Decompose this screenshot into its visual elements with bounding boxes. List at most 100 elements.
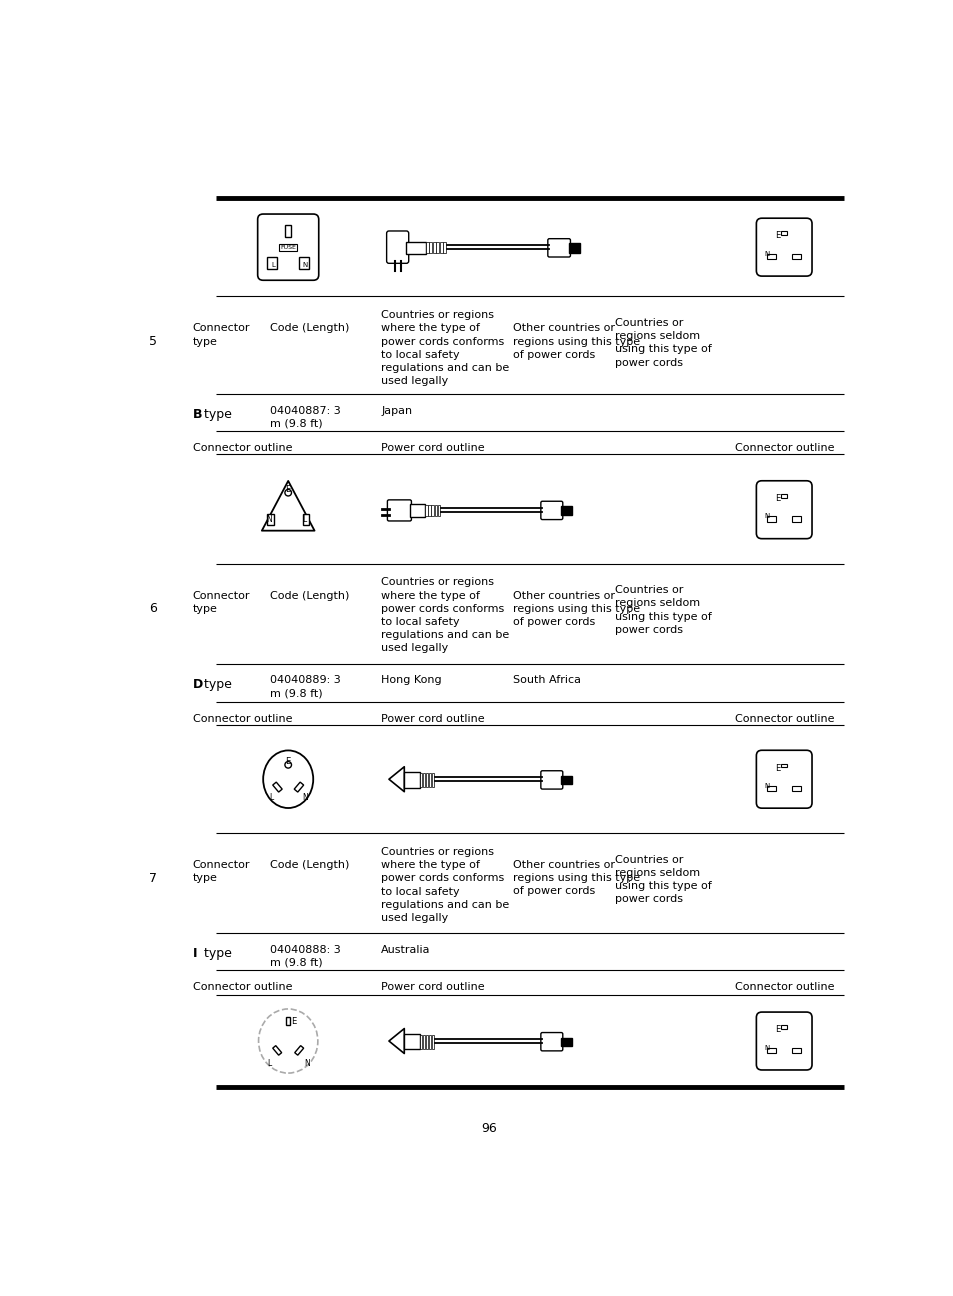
Text: N: N xyxy=(266,515,272,524)
Bar xyxy=(560,776,571,784)
Text: Connector
type: Connector type xyxy=(193,591,250,614)
Text: N: N xyxy=(763,513,769,520)
Bar xyxy=(273,1046,281,1055)
Bar xyxy=(286,1017,290,1025)
Text: Code (Length): Code (Length) xyxy=(270,591,350,600)
Bar xyxy=(766,785,776,791)
Bar xyxy=(432,772,434,787)
Bar xyxy=(437,505,439,516)
Bar xyxy=(404,1034,419,1050)
FancyBboxPatch shape xyxy=(540,771,562,789)
Bar xyxy=(429,772,431,787)
Text: E: E xyxy=(285,485,291,494)
Text: L: L xyxy=(269,793,273,802)
FancyBboxPatch shape xyxy=(756,750,811,809)
Bar xyxy=(431,505,434,516)
Text: 04040889: 3
m (9.8 ft): 04040889: 3 m (9.8 ft) xyxy=(270,675,341,699)
Bar xyxy=(279,244,297,251)
Text: FUSE: FUSE xyxy=(280,245,295,250)
Text: Connector
type: Connector type xyxy=(193,861,250,884)
Text: N: N xyxy=(763,783,769,789)
Text: Code (Length): Code (Length) xyxy=(270,861,350,870)
Bar xyxy=(422,1034,425,1048)
Ellipse shape xyxy=(263,750,313,807)
FancyBboxPatch shape xyxy=(386,231,408,263)
Text: Hong Kong: Hong Kong xyxy=(381,675,441,686)
Text: L: L xyxy=(271,262,274,268)
Text: B: B xyxy=(193,408,202,421)
FancyBboxPatch shape xyxy=(257,214,318,280)
Bar xyxy=(560,507,571,515)
Text: I: I xyxy=(193,947,197,960)
FancyBboxPatch shape xyxy=(540,1033,562,1051)
Bar xyxy=(267,257,276,270)
Text: Connector outline: Connector outline xyxy=(193,443,292,452)
Bar xyxy=(429,1034,431,1048)
Bar xyxy=(425,1034,428,1048)
Text: Other countries or
regions using this type
of power cords: Other countries or regions using this ty… xyxy=(513,591,639,627)
Bar xyxy=(422,772,425,787)
Text: Connector outline: Connector outline xyxy=(193,982,292,991)
Text: 5: 5 xyxy=(149,334,156,347)
Text: Countries or
regions seldom
using this type of
power cords: Countries or regions seldom using this t… xyxy=(615,854,711,905)
Bar xyxy=(432,1034,434,1048)
Bar xyxy=(766,254,776,259)
Bar xyxy=(425,772,428,787)
Text: E: E xyxy=(774,1025,780,1034)
Bar xyxy=(419,772,421,787)
Bar xyxy=(433,242,436,254)
Text: South Africa: South Africa xyxy=(513,675,580,686)
Text: L: L xyxy=(268,1059,272,1068)
FancyBboxPatch shape xyxy=(756,218,811,276)
Text: Power cord outline: Power cord outline xyxy=(381,714,484,723)
Text: 96: 96 xyxy=(480,1122,497,1135)
Bar xyxy=(425,242,428,254)
Text: E: E xyxy=(774,232,780,241)
Ellipse shape xyxy=(258,1010,317,1073)
FancyBboxPatch shape xyxy=(387,500,411,521)
Bar xyxy=(791,254,801,259)
Text: Connector outline: Connector outline xyxy=(735,714,834,723)
Bar xyxy=(791,1047,801,1052)
Text: Countries or
regions seldom
using this type of
power cords: Countries or regions seldom using this t… xyxy=(615,318,711,368)
Text: E: E xyxy=(774,494,780,503)
Bar xyxy=(791,785,801,791)
Text: E: E xyxy=(285,757,291,766)
Bar xyxy=(406,241,425,254)
Text: type: type xyxy=(199,678,232,691)
Circle shape xyxy=(285,490,292,496)
Bar xyxy=(428,505,430,516)
Text: N: N xyxy=(763,1045,769,1051)
Bar xyxy=(434,505,436,516)
Text: Power cord outline: Power cord outline xyxy=(381,982,484,991)
Text: Power cord outline: Power cord outline xyxy=(381,443,484,452)
Polygon shape xyxy=(389,1029,404,1054)
Bar xyxy=(436,242,438,254)
Text: L: L xyxy=(302,515,307,524)
Text: N: N xyxy=(302,793,308,802)
FancyBboxPatch shape xyxy=(756,481,811,539)
Bar xyxy=(273,781,282,792)
Bar xyxy=(294,1046,303,1055)
Polygon shape xyxy=(389,767,404,792)
Text: Countries or
regions seldom
using this type of
power cords: Countries or regions seldom using this t… xyxy=(615,586,711,635)
Text: Connector outline: Connector outline xyxy=(735,982,834,991)
Text: Other countries or
regions using this type
of power cords: Other countries or regions using this ty… xyxy=(513,861,639,897)
FancyBboxPatch shape xyxy=(540,502,562,520)
Bar xyxy=(302,515,309,525)
Bar xyxy=(781,494,786,498)
Text: Countries or regions
where the type of
power cords conforms
to local safety
regu: Countries or regions where the type of p… xyxy=(381,310,509,386)
Text: N: N xyxy=(302,262,307,268)
Bar xyxy=(267,515,274,525)
Bar xyxy=(781,763,786,767)
Text: N: N xyxy=(303,1059,309,1068)
Text: 04040887: 3
m (9.8 ft): 04040887: 3 m (9.8 ft) xyxy=(270,406,341,429)
Bar xyxy=(781,232,786,236)
Text: 6: 6 xyxy=(149,603,156,616)
Text: Connector outline: Connector outline xyxy=(735,443,834,452)
FancyBboxPatch shape xyxy=(756,1012,811,1070)
Text: Japan: Japan xyxy=(381,406,412,416)
Bar xyxy=(766,1047,776,1052)
Text: type: type xyxy=(199,408,232,421)
Bar xyxy=(560,1038,571,1046)
